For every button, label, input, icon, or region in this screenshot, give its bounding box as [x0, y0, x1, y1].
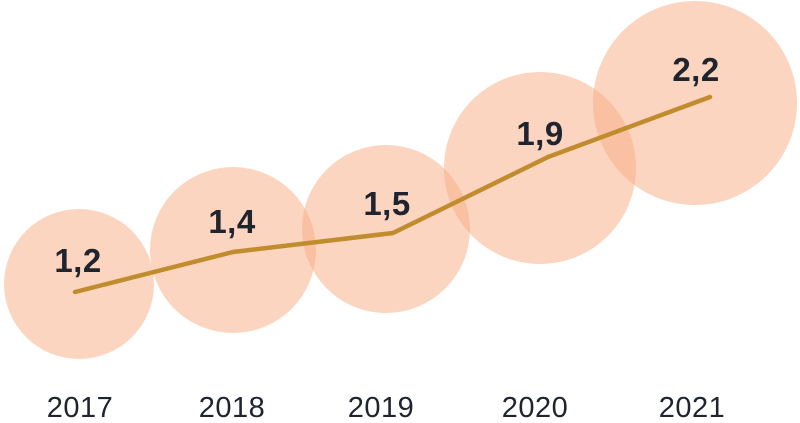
bubble-2019	[302, 145, 470, 313]
value-label-2018: 1,4	[208, 203, 256, 240]
x-axis-label-2017: 2017	[46, 392, 114, 423]
value-label-2020: 1,9	[516, 115, 564, 152]
x-axis-label-2019: 2019	[347, 392, 415, 423]
x-axis-label-2020: 2020	[501, 392, 569, 423]
bubble-2017	[4, 209, 154, 359]
value-label-2019: 1,5	[363, 185, 411, 222]
value-label-2017: 1,2	[54, 242, 102, 279]
x-axis-label-2018: 2018	[198, 392, 266, 423]
x-axis-label-2021: 2021	[658, 392, 726, 423]
trend-line	[72, 94, 713, 295]
value-label-2021: 2,2	[672, 51, 720, 88]
